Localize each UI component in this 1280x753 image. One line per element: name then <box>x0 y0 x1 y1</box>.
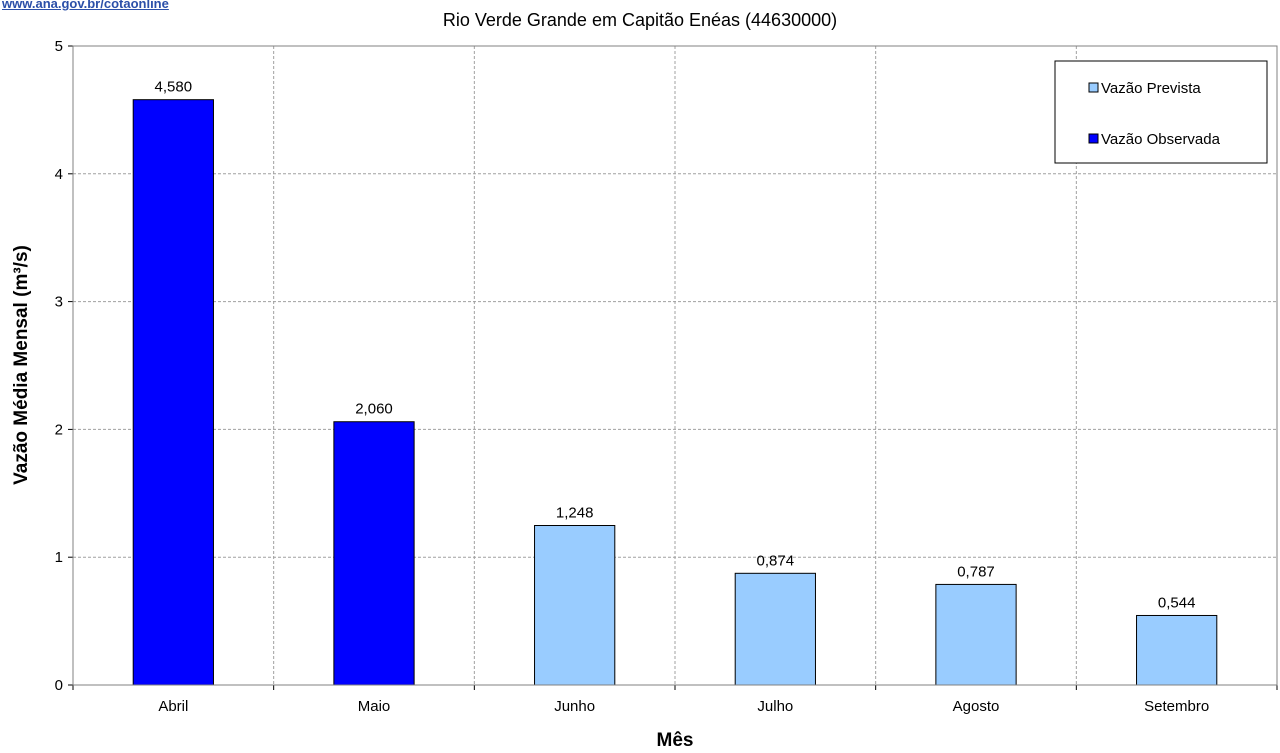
legend-box <box>1054 60 1268 164</box>
data-label: 0,544 <box>1158 594 1196 611</box>
bar-agosto <box>935 583 1017 686</box>
x-tick-label: Maio <box>358 698 391 715</box>
y-axis-title: Vazão Média Mensal (m³/s) <box>11 245 32 485</box>
bar-abril <box>132 99 214 686</box>
labels: 0 1 2 3 4 5 4,580 Abril 2,060 Maio 1,248 Junho 0,874… <box>55 38 1210 715</box>
legend-label-vazao-prevista: Vazão Prevista <box>1101 80 1201 97</box>
y-tick-label: 1 <box>55 549 63 566</box>
chart-title: Rio Verde Grande em Capitão Enéas (44630… <box>442 10 838 30</box>
bar-junho <box>534 525 616 686</box>
bars <box>132 99 1218 686</box>
x-tick-label: Abril <box>158 698 188 715</box>
bar-julho <box>734 572 816 686</box>
y-tick-label: 3 <box>55 294 63 311</box>
legend-swatch-vazao-prevista <box>1088 82 1099 93</box>
axes <box>72 45 1278 686</box>
x-tick-label: Agosto <box>953 698 1000 715</box>
data-label: 4,580 <box>155 79 193 96</box>
y-tick-label: 0 <box>55 677 63 694</box>
y-tick-label: 5 <box>55 38 63 55</box>
plot-area-border <box>72 45 1278 686</box>
data-label: 2,060 <box>355 401 393 418</box>
legend-label-vazao-observada: Vazão Observada <box>1101 131 1221 148</box>
x-axis-title: Mês <box>657 730 694 751</box>
source-link[interactable]: www.ana.gov.br/cotaonline <box>2 0 169 11</box>
y-tick-label: 4 <box>55 166 63 183</box>
legend: Vazão Prevista Vazão Observada <box>1054 60 1268 164</box>
x-tick-label: Junho <box>554 698 595 715</box>
y-tick-label: 2 <box>55 421 63 438</box>
data-label: 0,874 <box>757 552 795 569</box>
data-label: 0,787 <box>957 563 995 580</box>
x-tick-label: Setembro <box>1144 698 1209 715</box>
x-tick-label: Julho <box>757 698 793 715</box>
bar-maio <box>333 421 415 686</box>
legend-swatch-vazao-observada <box>1088 133 1099 144</box>
bar-setembro <box>1136 614 1218 686</box>
data-label: 1,248 <box>556 505 594 522</box>
